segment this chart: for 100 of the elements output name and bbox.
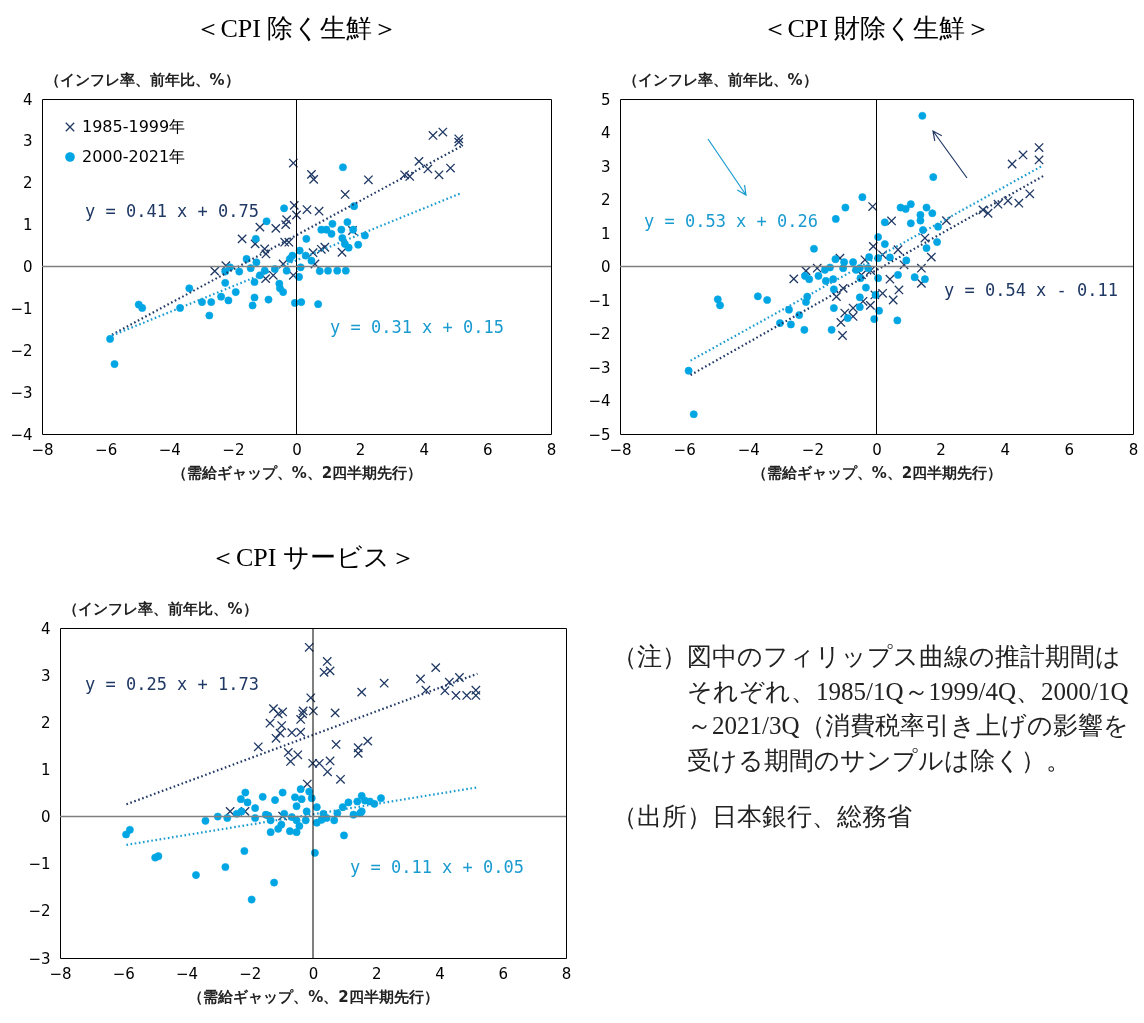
point (414, 156, 424, 167)
point (276, 720, 287, 731)
point (265, 718, 275, 729)
x-tick-label: −6 (673, 440, 696, 459)
x-tick-label: 8 (546, 440, 557, 459)
point (305, 692, 316, 703)
point (340, 189, 351, 200)
point (363, 174, 374, 185)
point (440, 685, 450, 696)
point (941, 215, 952, 226)
point (281, 214, 292, 225)
point (1034, 142, 1044, 153)
point (865, 300, 876, 311)
point (899, 259, 909, 270)
x-tick-label: −8 (31, 440, 54, 459)
point (322, 766, 333, 777)
point (302, 779, 313, 789)
point (284, 237, 294, 248)
point (337, 247, 347, 258)
point (322, 656, 333, 667)
point (291, 210, 302, 220)
legend-label: 2000-2021年 (82, 147, 186, 166)
point (330, 708, 340, 718)
y-axis-title: （インフレ率、前年比、%） (622, 70, 818, 89)
y-tick-label: 2 (600, 191, 611, 209)
x-tick-label: −2 (801, 440, 824, 459)
point (275, 728, 285, 738)
annotation: y = 0.53 x + 0.26 (644, 211, 818, 231)
point (253, 741, 264, 752)
point (268, 270, 279, 281)
point (295, 714, 306, 725)
y-tick-label: 1 (600, 224, 611, 243)
x-tick-label: 0 (308, 964, 319, 983)
point (867, 201, 878, 212)
y-axis-title: （インフレ率、前年比、%） (62, 599, 258, 618)
chart-title: ＜CPI サービス＞ (210, 543, 416, 572)
point (445, 163, 456, 173)
point (306, 169, 317, 180)
point (839, 308, 850, 318)
point (289, 200, 300, 211)
point (868, 241, 879, 252)
x-tick-label: −8 (609, 440, 632, 459)
x-tick-label: −6 (95, 440, 118, 459)
point (278, 259, 288, 269)
point (353, 748, 364, 759)
y-tick-label: −1 (10, 299, 33, 318)
y-tick-label: 5 (600, 90, 611, 109)
annotation: y = 0.31 x + 0.15 (330, 317, 504, 337)
point (438, 127, 448, 137)
point (325, 756, 335, 766)
x-tick-label: 6 (483, 440, 493, 459)
point (237, 234, 247, 244)
x-tick-label: 4 (419, 440, 430, 459)
y-tick-label: −4 (10, 425, 33, 444)
point (920, 233, 930, 243)
point (260, 273, 271, 284)
chart-title: ＜CPI 除く生鮮＞ (194, 14, 399, 43)
point (379, 678, 389, 688)
annotation: y = 0.54 x - 0.11 (944, 280, 1118, 300)
y-tick-label: 2 (22, 174, 33, 193)
point (415, 674, 426, 684)
x-tick-label: −2 (222, 440, 245, 459)
point (858, 296, 868, 307)
point (831, 291, 842, 302)
point (916, 263, 927, 274)
point (428, 130, 438, 141)
point (304, 642, 315, 653)
x-tick-label: 4 (435, 964, 445, 983)
y-tick-label: 3 (40, 666, 51, 685)
x-tick-label: −4 (158, 440, 181, 459)
y-tick-label: 3 (22, 132, 33, 151)
point (423, 164, 433, 174)
point (885, 274, 895, 285)
y-tick-label: −3 (28, 949, 51, 968)
point (285, 756, 296, 767)
y-tick-label: −4 (588, 392, 611, 410)
point (268, 703, 279, 714)
point (261, 249, 271, 259)
point (993, 199, 1003, 210)
point (978, 205, 988, 215)
point (444, 677, 455, 688)
point (353, 742, 364, 753)
point (453, 133, 464, 144)
point (838, 283, 848, 294)
x-tick-label: 0 (292, 440, 302, 459)
x-tick-label: −4 (175, 964, 199, 983)
y-tick-label: −2 (10, 341, 33, 360)
point (250, 239, 260, 249)
point (255, 222, 265, 232)
point (277, 707, 288, 717)
point (221, 260, 231, 271)
point (848, 303, 858, 313)
point (280, 219, 291, 230)
x-tick-label: 6 (1064, 440, 1075, 459)
point (812, 263, 823, 274)
x-axis-title: （需給ギャップ、%、2四半期先行） (751, 463, 1003, 482)
y-tick-label: 1 (22, 216, 33, 235)
y-tick-label: −3 (588, 358, 611, 377)
point (270, 223, 281, 234)
point (983, 208, 993, 219)
